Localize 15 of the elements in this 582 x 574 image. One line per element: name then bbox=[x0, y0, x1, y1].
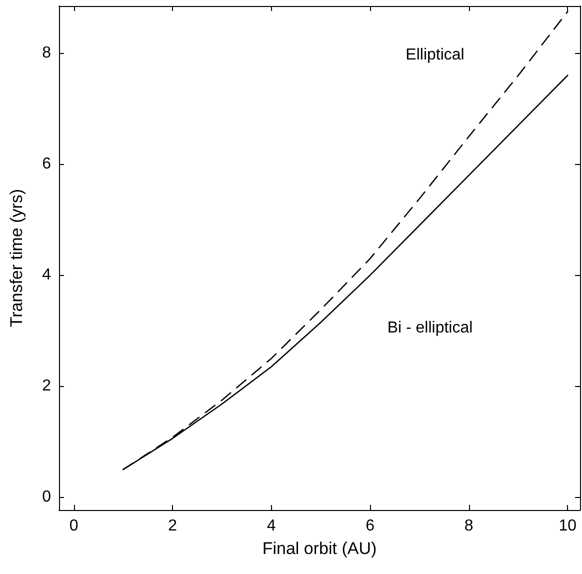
y-tick-label: 8 bbox=[42, 44, 52, 62]
x-tick-label: 6 bbox=[366, 518, 375, 534]
x-tick-label: 2 bbox=[168, 518, 178, 534]
y-tick-label: 2 bbox=[42, 378, 52, 395]
x-tick-label: 10 bbox=[558, 518, 577, 534]
x-axis-title: Final orbit (AU) bbox=[262, 539, 377, 558]
x-tick-label: 4 bbox=[266, 518, 276, 534]
y-tick-label: 4 bbox=[42, 266, 52, 284]
y-axis-title: Transfer time (yrs) bbox=[7, 188, 26, 328]
annotation: Elliptical bbox=[406, 46, 464, 64]
x-tick-label: 0 bbox=[69, 518, 78, 534]
y-tick-label: 0 bbox=[42, 488, 52, 506]
x-tick-label: 8 bbox=[464, 518, 474, 534]
y-tick-label: 6 bbox=[42, 156, 52, 173]
annotation: Bi - elliptical bbox=[387, 320, 473, 336]
